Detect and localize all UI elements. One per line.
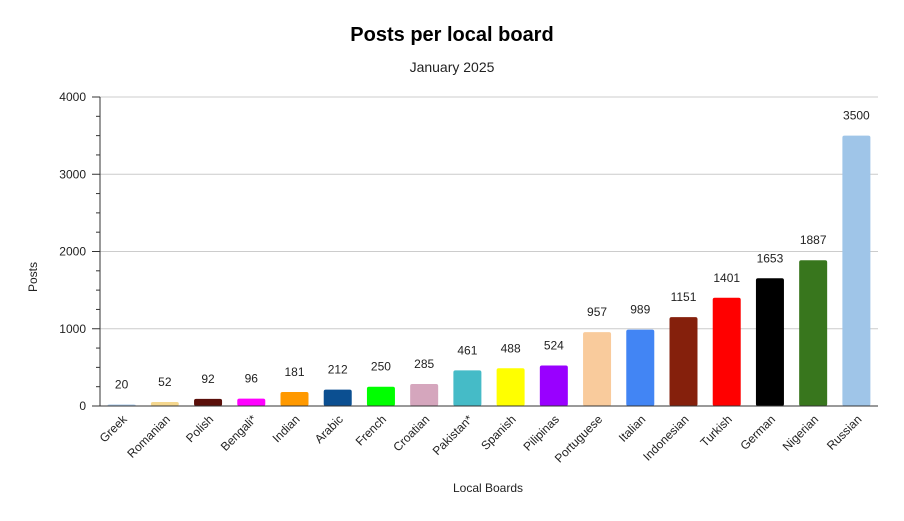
x-tick-label: Italian (616, 412, 649, 445)
data-label: 1151 (671, 290, 697, 304)
data-label: 1887 (800, 233, 827, 247)
data-labels: 20 52 92 96 181 212 250 285 461 488 524 957 989 1151 1… (115, 109, 870, 392)
bar-indian (280, 392, 309, 406)
x-tick-label: French (353, 412, 389, 448)
x-tick-label: Portuguese (552, 412, 606, 466)
bar-pakistan (453, 370, 482, 406)
data-label: 285 (414, 357, 434, 371)
data-label: 92 (201, 372, 215, 386)
data-label: 957 (587, 305, 607, 319)
bar-italian (626, 329, 655, 406)
bar-pilipinas (539, 365, 568, 406)
data-label: 3500 (843, 109, 870, 123)
data-label: 488 (501, 341, 521, 355)
data-label: 212 (328, 363, 348, 377)
x-tick-label: Russian (824, 412, 865, 453)
bar-turkish (712, 297, 741, 406)
y-tick-label: 3000 (59, 167, 86, 181)
x-tick-label: Spanish (478, 412, 519, 453)
x-tick-label: Greek (97, 412, 131, 446)
x-tick-label: Turkish (697, 412, 734, 449)
data-label: 20 (115, 377, 129, 391)
y-tick-label: 2000 (59, 245, 86, 259)
data-label: 52 (158, 375, 172, 389)
bar-russian (842, 135, 871, 406)
x-tick-label: Polish (183, 412, 216, 445)
data-label: 524 (544, 339, 564, 353)
bar-german (755, 278, 784, 406)
bar-bengali (237, 398, 266, 406)
y-axis-title: Posts (26, 262, 40, 292)
chart-subtitle: January 2025 (409, 59, 495, 75)
data-label: 989 (630, 303, 650, 317)
x-axis-title: Local Boards (453, 481, 523, 495)
x-tick-label: Croatian (390, 412, 432, 454)
y-tick-label: 0 (79, 399, 86, 413)
x-tick-label: Pilipinas (520, 412, 562, 454)
data-label: 96 (245, 372, 259, 386)
x-tick-label: German (738, 412, 779, 453)
x-tick-label: Bengali* (218, 412, 260, 454)
y-tick-label: 4000 (59, 90, 86, 104)
bar-indonesian (669, 317, 698, 406)
data-label: 1401 (713, 271, 740, 285)
y-axis: 0 1000 2000 3000 4000 (59, 90, 101, 413)
bars (107, 135, 871, 406)
x-tick-label: Nigerian (780, 412, 822, 454)
x-tick-label: Pakistan* (430, 412, 476, 458)
bar-spanish (496, 368, 525, 406)
data-label: 250 (371, 360, 391, 374)
x-tick-label: Romanian (124, 412, 173, 461)
x-tick-label: Indonesian (640, 412, 691, 463)
x-tick-label: Indian (270, 412, 303, 445)
data-label: 461 (457, 343, 477, 357)
x-tick-label: Arabic (312, 412, 346, 446)
data-label: 181 (284, 365, 304, 379)
bar-french (366, 386, 395, 406)
bar-arabic (323, 389, 352, 406)
bar-nigerian (799, 260, 828, 406)
y-tick-label: 1000 (59, 322, 86, 336)
bar-portuguese (583, 332, 612, 406)
data-label: 1653 (757, 251, 784, 265)
bar-croatian (410, 383, 439, 406)
bar-romanian (150, 401, 179, 406)
chart-title: Posts per local board (350, 24, 554, 46)
bar-polish (194, 398, 223, 406)
